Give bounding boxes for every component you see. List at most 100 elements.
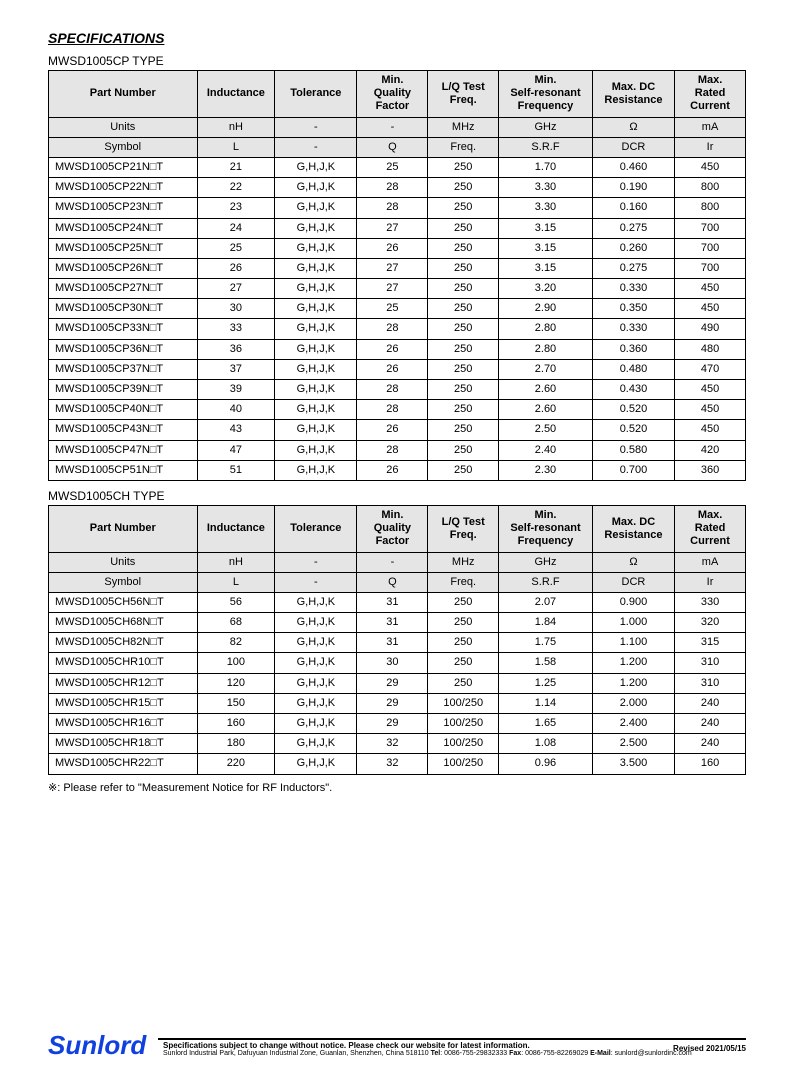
data-cell: 0.580	[592, 440, 674, 460]
data-cell: 3.20	[499, 279, 593, 299]
data-cell: 1.84	[499, 613, 593, 633]
data-cell: 0.900	[592, 592, 674, 612]
data-cell: 0.260	[592, 238, 674, 258]
data-cell: 800	[675, 198, 746, 218]
data-cell: 32	[357, 754, 428, 774]
data-cell: 28	[357, 198, 428, 218]
spec-table: Part NumberInductanceToleranceMin.Qualit…	[48, 505, 746, 775]
table-row: MWSD1005CP39N□T39G,H,J,K282502.600.43045…	[49, 380, 746, 400]
data-cell: 490	[675, 319, 746, 339]
data-cell: 450	[675, 279, 746, 299]
units-cell: GHz	[499, 552, 593, 572]
units-cell: MHz	[428, 117, 499, 137]
data-cell: 0.360	[592, 339, 674, 359]
units-cell: nH	[197, 117, 275, 137]
footnote: ※: Please refer to "Measurement Notice f…	[48, 781, 746, 794]
col-header: Inductance	[197, 505, 275, 552]
data-cell: 29	[357, 714, 428, 734]
data-cell: MWSD1005CHR22□T	[49, 754, 198, 774]
data-cell: 47	[197, 440, 275, 460]
data-cell: 0.700	[592, 460, 674, 480]
data-cell: 25	[197, 238, 275, 258]
data-cell: 360	[675, 460, 746, 480]
data-cell: MWSD1005CP27N□T	[49, 279, 198, 299]
data-cell: 27	[357, 279, 428, 299]
data-cell: 2.60	[499, 400, 593, 420]
col-header: Part Number	[49, 505, 198, 552]
footer-rule	[158, 1038, 746, 1040]
data-cell: G,H,J,K	[275, 754, 357, 774]
revised-date: Revised 2021/05/15	[673, 1044, 746, 1053]
col-header: Tolerance	[275, 505, 357, 552]
col-header: Min.Self-resonantFrequency	[499, 505, 593, 552]
data-cell: 28	[357, 319, 428, 339]
data-cell: 68	[197, 613, 275, 633]
symbol-cell: S.R.F	[499, 572, 593, 592]
data-cell: MWSD1005CP36N□T	[49, 339, 198, 359]
data-cell: 0.330	[592, 279, 674, 299]
data-cell: 450	[675, 157, 746, 177]
tel-label: Tel	[431, 1050, 441, 1057]
data-cell: 315	[675, 633, 746, 653]
units-cell: -	[275, 552, 357, 572]
data-cell: 3.30	[499, 178, 593, 198]
data-cell: 450	[675, 400, 746, 420]
symbol-cell: S.R.F	[499, 137, 593, 157]
table-row: MWSD1005CP26N□T26G,H,J,K272503.150.27570…	[49, 258, 746, 278]
data-cell: 250	[428, 299, 499, 319]
data-cell: 1.75	[499, 633, 593, 653]
data-cell: 420	[675, 440, 746, 460]
units-cell: -	[275, 117, 357, 137]
data-cell: G,H,J,K	[275, 359, 357, 379]
data-cell: 100/250	[428, 754, 499, 774]
data-cell: G,H,J,K	[275, 734, 357, 754]
data-cell: MWSD1005CP22N□T	[49, 178, 198, 198]
data-cell: 250	[428, 380, 499, 400]
units-cell: -	[357, 117, 428, 137]
col-header: Min.QualityFactor	[357, 505, 428, 552]
table-row: MWSD1005CP37N□T37G,H,J,K262502.700.48047…	[49, 359, 746, 379]
col-header: Min.Self-resonantFrequency	[499, 71, 593, 118]
data-cell: 37	[197, 359, 275, 379]
table-row: MWSD1005CP22N□T22G,H,J,K282503.300.19080…	[49, 178, 746, 198]
data-cell: 250	[428, 653, 499, 673]
data-cell: 1.65	[499, 714, 593, 734]
data-cell: 120	[197, 673, 275, 693]
data-cell: 700	[675, 238, 746, 258]
data-cell: MWSD1005CP43N□T	[49, 420, 198, 440]
units-cell: GHz	[499, 117, 593, 137]
data-cell: MWSD1005CH56N□T	[49, 592, 198, 612]
data-cell: 1.58	[499, 653, 593, 673]
table-row: MWSD1005CHR22□T220G,H,J,K32100/2500.963.…	[49, 754, 746, 774]
data-cell: 250	[428, 339, 499, 359]
table-row: MWSD1005CP47N□T47G,H,J,K282502.400.58042…	[49, 440, 746, 460]
data-cell: 2.50	[499, 420, 593, 440]
data-cell: 0.275	[592, 258, 674, 278]
data-cell: 2.80	[499, 339, 593, 359]
symbol-cell: L	[197, 137, 275, 157]
data-cell: 160	[675, 754, 746, 774]
data-cell: 310	[675, 653, 746, 673]
data-cell: G,H,J,K	[275, 673, 357, 693]
data-cell: 31	[357, 592, 428, 612]
data-cell: 2.80	[499, 319, 593, 339]
data-cell: 0.160	[592, 198, 674, 218]
col-header: Inductance	[197, 71, 275, 118]
table-row: MWSD1005CHR10□T100G,H,J,K302501.581.2003…	[49, 653, 746, 673]
data-cell: MWSD1005CP33N□T	[49, 319, 198, 339]
units-cell: Ω	[592, 117, 674, 137]
units-cell: Units	[49, 117, 198, 137]
data-cell: MWSD1005CP26N□T	[49, 258, 198, 278]
data-cell: 0.520	[592, 420, 674, 440]
data-cell: 29	[357, 673, 428, 693]
col-header: L/Q TestFreq.	[428, 505, 499, 552]
data-cell: 26	[197, 258, 275, 278]
data-cell: 2.30	[499, 460, 593, 480]
data-cell: 250	[428, 258, 499, 278]
data-cell: 450	[675, 299, 746, 319]
data-cell: 28	[357, 380, 428, 400]
data-cell: MWSD1005CP37N□T	[49, 359, 198, 379]
data-cell: 250	[428, 592, 499, 612]
data-cell: 310	[675, 673, 746, 693]
data-cell: 700	[675, 258, 746, 278]
